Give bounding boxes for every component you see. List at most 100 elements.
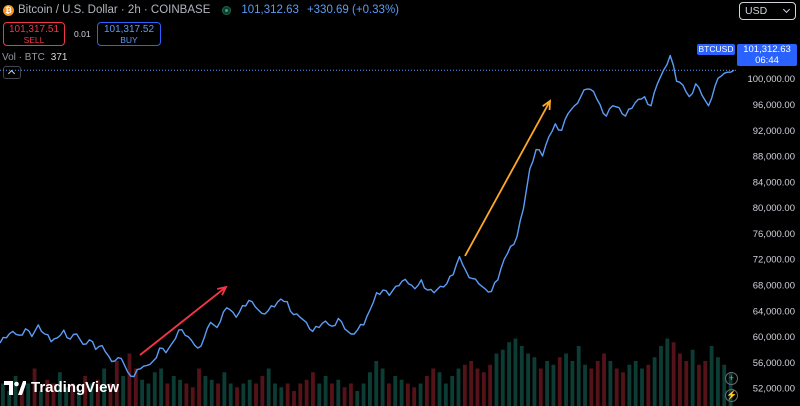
volume-bar xyxy=(38,391,43,406)
y-tick-label: 68,000.00 xyxy=(753,280,795,291)
volume-bar xyxy=(399,379,404,406)
volume-bar xyxy=(481,372,486,406)
y-tick-label: 52,000.00 xyxy=(753,384,795,395)
y-tick-label: 100,000.00 xyxy=(747,74,795,85)
magic-icon[interactable]: ⚡ xyxy=(725,389,738,402)
volume-bar xyxy=(557,357,562,406)
volume-bar xyxy=(349,383,353,406)
y-tick-label: 80,000.00 xyxy=(753,203,795,214)
volume-bar xyxy=(703,361,708,406)
price-change: +330.69 (+0.33%) xyxy=(306,4,400,16)
volume-bar xyxy=(222,372,227,406)
volume-bar xyxy=(494,353,499,406)
y-tick-label: 88,000.00 xyxy=(753,152,795,163)
volume-bar xyxy=(621,372,625,406)
volume-bar xyxy=(127,353,132,406)
symbol-tag: BTCUSD xyxy=(697,44,735,55)
spread-value: 0.01 xyxy=(74,29,91,39)
volume-bar xyxy=(602,353,606,406)
sell-label: SELL xyxy=(23,35,45,45)
volume-bar xyxy=(405,383,410,406)
volume-bar xyxy=(209,379,214,406)
sell-button[interactable]: 101,317.51 SELL xyxy=(3,22,65,46)
volume-bar xyxy=(26,383,31,406)
trend-arrow-head xyxy=(542,99,551,111)
volume-bar xyxy=(456,368,461,406)
volume-bar xyxy=(292,391,296,406)
volume-bar xyxy=(526,353,531,406)
y-tick-label: 92,000.00 xyxy=(753,126,795,137)
tradingview-logo[interactable]: TradingView xyxy=(4,379,119,396)
volume-bar xyxy=(507,342,512,406)
volume-bar xyxy=(361,383,366,406)
volume-bar xyxy=(121,376,126,406)
price-line xyxy=(0,54,735,378)
volume-bar xyxy=(64,387,69,406)
volume-bar xyxy=(368,372,372,406)
last-price-tag-value: 101,312.63 xyxy=(743,44,791,55)
volume-bar xyxy=(76,391,81,406)
market-status-icon[interactable] xyxy=(222,5,232,15)
volume-bar xyxy=(241,383,246,406)
volume-bar xyxy=(418,383,423,406)
volume-bar xyxy=(178,379,182,406)
volume-bar xyxy=(165,383,170,406)
volume-bar xyxy=(488,364,493,406)
volume-bar xyxy=(83,376,88,406)
volume-bar xyxy=(146,383,151,406)
volume-bar xyxy=(633,361,638,406)
volume-bar xyxy=(114,361,119,406)
y-tick-label: 56,000.00 xyxy=(753,358,795,369)
volume-bar xyxy=(152,372,157,406)
volume-legend[interactable]: Vol · BTC 371 xyxy=(2,52,67,63)
volume-bar xyxy=(197,368,201,406)
volume-bar xyxy=(690,349,695,406)
trend-arrow[interactable] xyxy=(139,286,227,356)
volume-bar xyxy=(254,383,258,406)
volume-bar xyxy=(355,391,360,406)
volume-bar xyxy=(51,383,56,406)
volume-bar xyxy=(576,346,581,406)
symbol-title[interactable]: Bitcoin / U.S. Dollar · 2h · COINBASE xyxy=(18,4,211,16)
volume-bar xyxy=(184,383,189,406)
volume-bar xyxy=(450,376,455,406)
logo-text: TradingView xyxy=(31,379,120,396)
volume-bar xyxy=(393,376,398,406)
volume-bar xyxy=(203,376,208,406)
collapse-icon[interactable] xyxy=(3,66,21,79)
volume-bar xyxy=(545,361,549,406)
trend-arrow[interactable] xyxy=(464,100,551,257)
buy-price: 101,317.52 xyxy=(103,24,155,35)
plus-icon[interactable]: + xyxy=(725,372,738,385)
volume-bar xyxy=(538,368,543,406)
volume-bar xyxy=(285,383,290,406)
volume-bar xyxy=(608,361,613,406)
currency-select[interactable]: USD xyxy=(739,2,796,20)
volume-bar xyxy=(266,368,271,406)
volume-label: Vol · BTC xyxy=(2,52,45,63)
volume-bar xyxy=(45,379,50,406)
volume-bar xyxy=(652,357,657,406)
volume-bar xyxy=(386,383,391,406)
volume-bar xyxy=(570,361,575,406)
volume-bar xyxy=(140,379,145,406)
volume-bar xyxy=(311,372,315,406)
volume-bar xyxy=(273,383,277,406)
volume-bar xyxy=(57,372,62,406)
sell-price: 101,317.51 xyxy=(8,24,60,35)
volume-bar xyxy=(665,338,670,406)
buy-button[interactable]: 101,317.52 BUY xyxy=(97,22,161,46)
currency-value: USD xyxy=(745,5,768,17)
volume-bar xyxy=(595,361,600,406)
bitcoin-icon: ₿ xyxy=(3,4,14,16)
y-tick-label: 76,000.00 xyxy=(753,229,795,240)
chart-header: ₿ Bitcoin / U.S. Dollar · 2h · COINBASE … xyxy=(0,0,399,20)
volume-bar xyxy=(342,387,347,406)
volume-bar xyxy=(716,357,720,406)
volume-bar xyxy=(323,376,328,406)
volume-bar xyxy=(437,372,442,406)
volume-bar xyxy=(102,368,107,406)
volume-bar xyxy=(108,383,113,406)
volume-bar xyxy=(443,383,448,406)
